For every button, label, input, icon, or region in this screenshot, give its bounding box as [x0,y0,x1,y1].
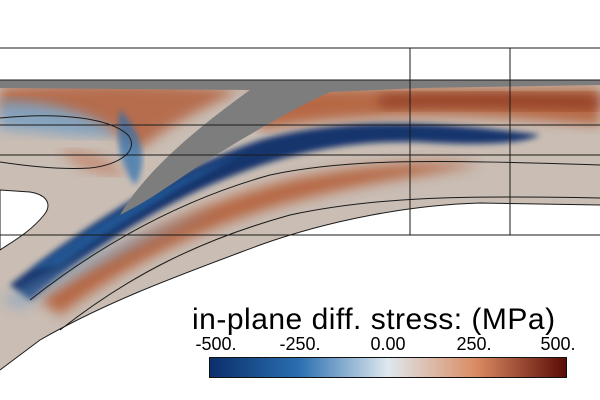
colorbar-gradient [210,358,566,377]
material-outline [0,79,600,371]
colorbar [209,357,567,378]
mesh-outline-top [0,47,600,80]
legend-tick: 250. [456,334,492,354]
legend-title: in-plane diff. stress: (MPa) [192,303,556,336]
stress-field [0,83,600,315]
legend-tick: 500. [540,334,576,354]
mesh-lines [0,80,600,331]
material-domain [0,80,600,370]
contact-gap [0,80,600,215]
legend-tick: -500. [195,334,237,354]
legend-tick: 0.00 [370,334,406,354]
legend-tick: -250. [279,334,321,354]
